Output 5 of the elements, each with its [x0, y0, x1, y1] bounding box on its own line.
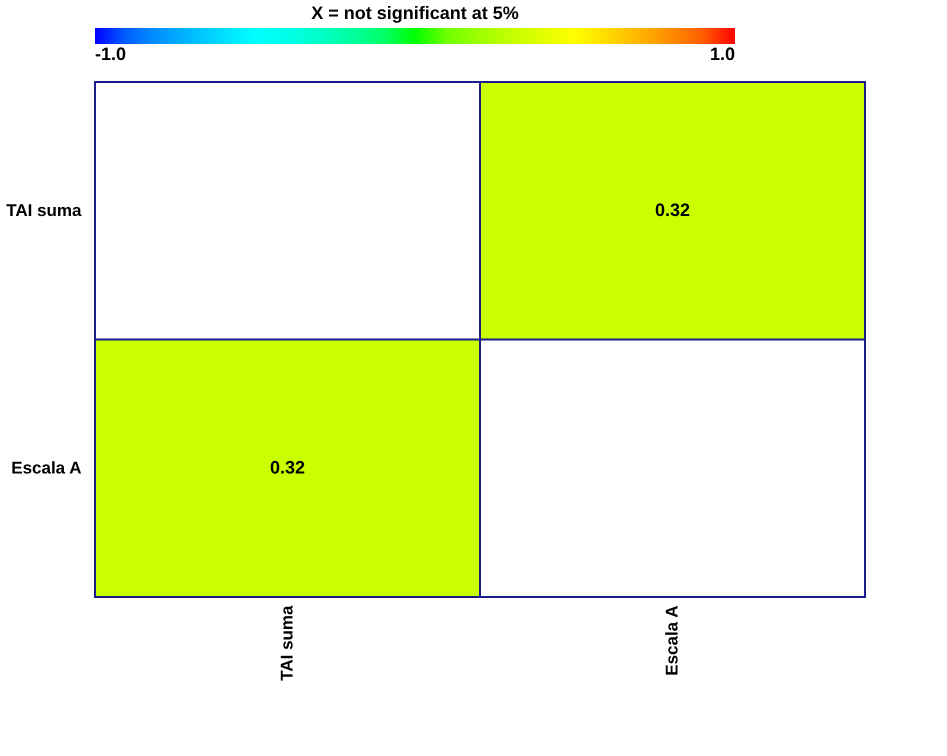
data-label: 0.32: [654, 200, 690, 220]
color-bar-label: 1.0: [710, 44, 735, 64]
data-label: 0.32: [270, 457, 306, 478]
color-bar-label: -1.0: [95, 44, 126, 64]
color-bar-title: X = not significant at 5%: [311, 3, 519, 23]
